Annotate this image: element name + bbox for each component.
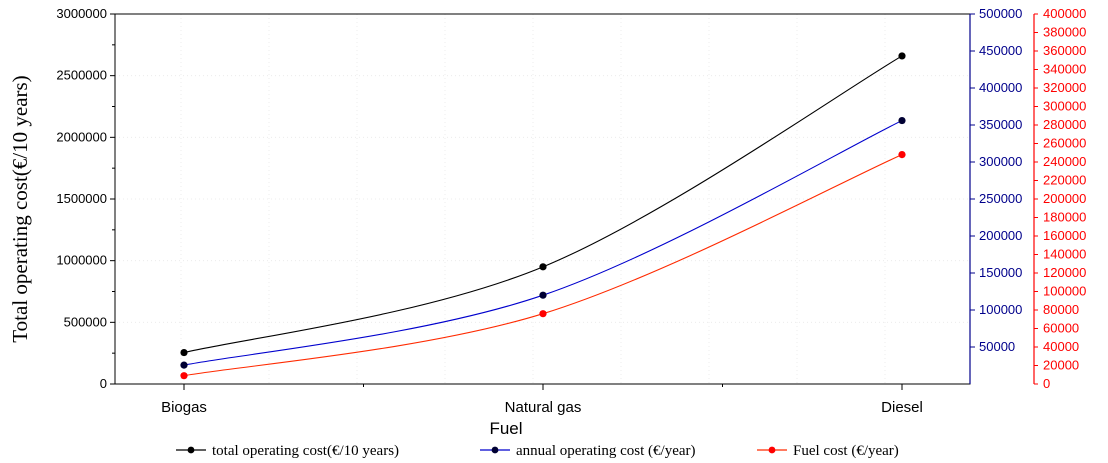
right-outer-axis-tick-label: 380000 xyxy=(1043,25,1086,40)
left-axis-tick-label: 500000 xyxy=(64,314,107,329)
series-point-2 xyxy=(898,151,905,158)
legend-marker-2 xyxy=(769,447,776,454)
left-axis-tick-label: 2500000 xyxy=(56,68,107,83)
legend-marker-1 xyxy=(492,447,499,454)
right-inner-axis-tick-label: 350000 xyxy=(979,117,1022,132)
series-point-0 xyxy=(180,349,187,356)
right-outer-axis-tick-label: 200000 xyxy=(1043,191,1086,206)
right-outer-axis-tick-label: 160000 xyxy=(1043,228,1086,243)
right-outer-axis-tick-label: 320000 xyxy=(1043,80,1086,95)
right-outer-axis-tick-label: 180000 xyxy=(1043,210,1086,225)
x-axis-tick-label: Natural gas xyxy=(505,399,582,416)
series-point-0 xyxy=(539,263,546,270)
series-line-0 xyxy=(184,56,902,353)
right-outer-axis-tick-label: 140000 xyxy=(1043,247,1086,262)
series-point-0 xyxy=(898,52,905,59)
left-axis-tick-label: 2000000 xyxy=(56,129,107,144)
x-axis-tick-label: Biogas xyxy=(161,399,207,416)
legend-marker-0 xyxy=(188,447,195,454)
right-inner-axis-tick-label: 100000 xyxy=(979,302,1022,317)
right-outer-axis-tick-label: 260000 xyxy=(1043,136,1086,151)
right-outer-axis-tick-label: 0 xyxy=(1043,376,1050,391)
series-point-2 xyxy=(180,372,187,379)
right-inner-axis-tick-label: 450000 xyxy=(979,43,1022,58)
right-inner-axis-tick-label: 500000 xyxy=(979,6,1022,21)
series-line-1 xyxy=(184,121,902,366)
right-outer-axis-tick-label: 340000 xyxy=(1043,62,1086,77)
legend-label-0: total operating cost(€/10 years) xyxy=(212,443,399,459)
right-outer-axis-tick-label: 120000 xyxy=(1043,265,1086,280)
legend-label-1: annual operating cost (€/year) xyxy=(516,443,696,459)
right-outer-axis-tick-label: 20000 xyxy=(1043,358,1079,373)
series-point-1 xyxy=(539,292,546,299)
right-outer-axis-tick-label: 300000 xyxy=(1043,99,1086,114)
x-axis-title: Fuel xyxy=(489,419,522,438)
left-axis-tick-label: 1000000 xyxy=(56,253,107,268)
right-outer-axis-tick-label: 220000 xyxy=(1043,173,1086,188)
right-outer-axis-tick-label: 360000 xyxy=(1043,43,1086,58)
right-inner-axis-tick-label: 150000 xyxy=(979,265,1022,280)
right-inner-axis-tick-label: 400000 xyxy=(979,80,1022,95)
left-axis-tick-label: 1500000 xyxy=(56,191,107,206)
right-inner-axis-tick-label: 250000 xyxy=(979,191,1022,206)
y-axis-title: Total operating cost(€/10 years) xyxy=(8,75,32,342)
right-inner-axis-tick-label: 300000 xyxy=(979,154,1022,169)
right-outer-axis-tick-label: 240000 xyxy=(1043,154,1086,169)
right-inner-axis-tick-label: 50000 xyxy=(979,339,1015,354)
legend-label-2: Fuel cost (€/year) xyxy=(793,443,899,459)
left-axis-tick-label: 0 xyxy=(100,376,107,391)
right-outer-axis-tick-label: 100000 xyxy=(1043,284,1086,299)
right-outer-axis-tick-label: 60000 xyxy=(1043,321,1079,336)
x-axis-tick-label: Diesel xyxy=(881,399,923,416)
series-point-2 xyxy=(539,310,546,317)
series-point-1 xyxy=(898,117,905,124)
right-inner-axis-tick-label: 200000 xyxy=(979,228,1022,243)
right-outer-axis-tick-label: 400000 xyxy=(1043,6,1086,21)
left-axis-tick-label: 3000000 xyxy=(56,6,107,21)
right-outer-axis-tick-label: 80000 xyxy=(1043,302,1079,317)
right-outer-axis-tick-label: 40000 xyxy=(1043,339,1079,354)
series-point-1 xyxy=(180,362,187,369)
right-outer-axis-tick-label: 280000 xyxy=(1043,117,1086,132)
